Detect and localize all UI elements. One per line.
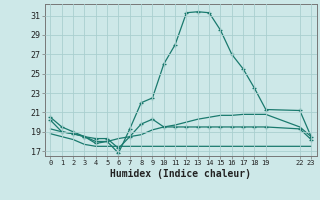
X-axis label: Humidex (Indice chaleur): Humidex (Indice chaleur) xyxy=(110,169,251,179)
